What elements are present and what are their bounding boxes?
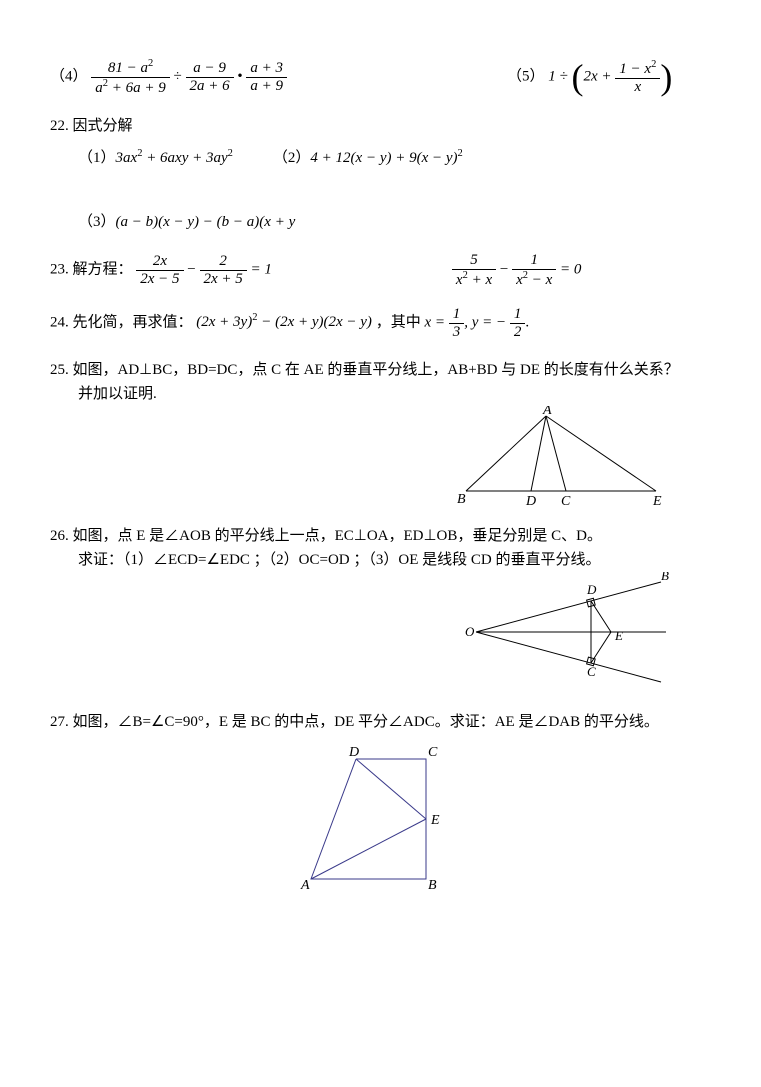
svg-text:E: E	[430, 813, 440, 828]
label-4: （4）	[50, 68, 88, 84]
svg-text:A: A	[542, 406, 552, 418]
frac-5: 1 − x2 x	[615, 59, 660, 95]
q22-1: （1）3ax2 + 6axy + 3ay2	[78, 146, 233, 170]
q23-eq1: 23. 解方程： 2x2x − 5 − 22x + 5 = 1	[50, 253, 272, 287]
item-4: （4） 81 − a2 a2 + 6a + 9 ÷ a − 9 2a + 6 •…	[50, 58, 287, 96]
figure-25: A B D C E	[50, 406, 711, 506]
svg-text:C: C	[561, 494, 571, 506]
heading-24: 24. 先化简，再求值：	[50, 314, 193, 330]
svg-text:D: D	[348, 745, 359, 760]
svg-text:E: E	[614, 628, 623, 643]
q22-2: （2）4 + 12(x − y) + 9(x − y)2	[273, 146, 463, 170]
problem-25: 25. 如图，AD⊥BC，BD=DC，点 C 在 AE 的垂直平分线上，AB+B…	[50, 358, 711, 506]
q23-eq2: 5x2 + x − 1x2 − x = 0	[452, 252, 582, 288]
svg-text:D: D	[586, 582, 597, 597]
problem-23: 23. 解方程： 2x2x − 5 − 22x + 5 = 1 5x2 + x …	[50, 252, 711, 288]
dot-sign: •	[237, 68, 246, 84]
problem-top: （4） 81 − a2 a2 + 6a + 9 ÷ a − 9 2a + 6 •…	[50, 58, 711, 96]
svg-text:B: B	[457, 492, 466, 506]
q25-line2: 并加以证明.	[78, 382, 711, 406]
item-5: （5） 1 ÷ (2x + 1 − x2 x )	[507, 59, 672, 95]
svg-text:C: C	[587, 664, 596, 679]
figure-26: O D C E B	[50, 572, 711, 692]
frac-4-3: a + 3 a + 9	[246, 60, 287, 94]
label-5: （5）	[507, 68, 545, 84]
frac-4-1: 81 − a2 a2 + 6a + 9	[91, 58, 170, 96]
q25-line1: 25. 如图，AD⊥BC，BD=DC，点 C 在 AE 的垂直平分线上，AB+B…	[50, 358, 711, 382]
svg-text:B: B	[428, 878, 437, 893]
svg-text:O: O	[465, 624, 475, 639]
svg-text:E: E	[652, 494, 662, 506]
problem-24: 24. 先化简，再求值： (2x + 3y)2 − (2x + y)(2x − …	[50, 306, 711, 340]
svg-text:C: C	[428, 745, 438, 760]
q22-3: （3）(a − b)(x − y) − (b − a)(x + y	[78, 210, 295, 234]
sub-22: （1）3ax2 + 6axy + 3ay2 （2）4 + 12(x − y) +…	[78, 146, 711, 234]
figure-27: D C E B A	[50, 744, 711, 894]
problem-26: 26. 如图，点 E 是∠AOB 的平分线上一点，EC⊥OA，ED⊥OB，垂足分…	[50, 524, 711, 692]
problem-22: 22. 因式分解 （1）3ax2 + 6axy + 3ay2 （2）4 + 12…	[50, 114, 711, 234]
svg-text:D: D	[525, 494, 536, 506]
q26-line1: 26. 如图，点 E 是∠AOB 的平分线上一点，EC⊥OA，ED⊥OB，垂足分…	[50, 524, 711, 548]
div-sign: ÷	[174, 68, 186, 84]
heading-23: 23. 解方程：	[50, 261, 133, 277]
problem-27: 27. 如图，∠B=∠C=90°，E 是 BC 的中点，DE 平分∠ADC。求证…	[50, 710, 711, 894]
svg-text:A: A	[300, 878, 310, 893]
svg-text:B: B	[661, 572, 669, 583]
q26-line2: 求证：（1）∠ECD=∠EDC ；（2）OC=OD ；（3）OE 是线段 CD …	[78, 548, 711, 572]
heading-22: 22. 因式分解	[50, 114, 711, 138]
q27-line1: 27. 如图，∠B=∠C=90°，E 是 BC 的中点，DE 平分∠ADC。求证…	[50, 710, 711, 734]
frac-4-2: a − 9 2a + 6	[186, 60, 234, 94]
